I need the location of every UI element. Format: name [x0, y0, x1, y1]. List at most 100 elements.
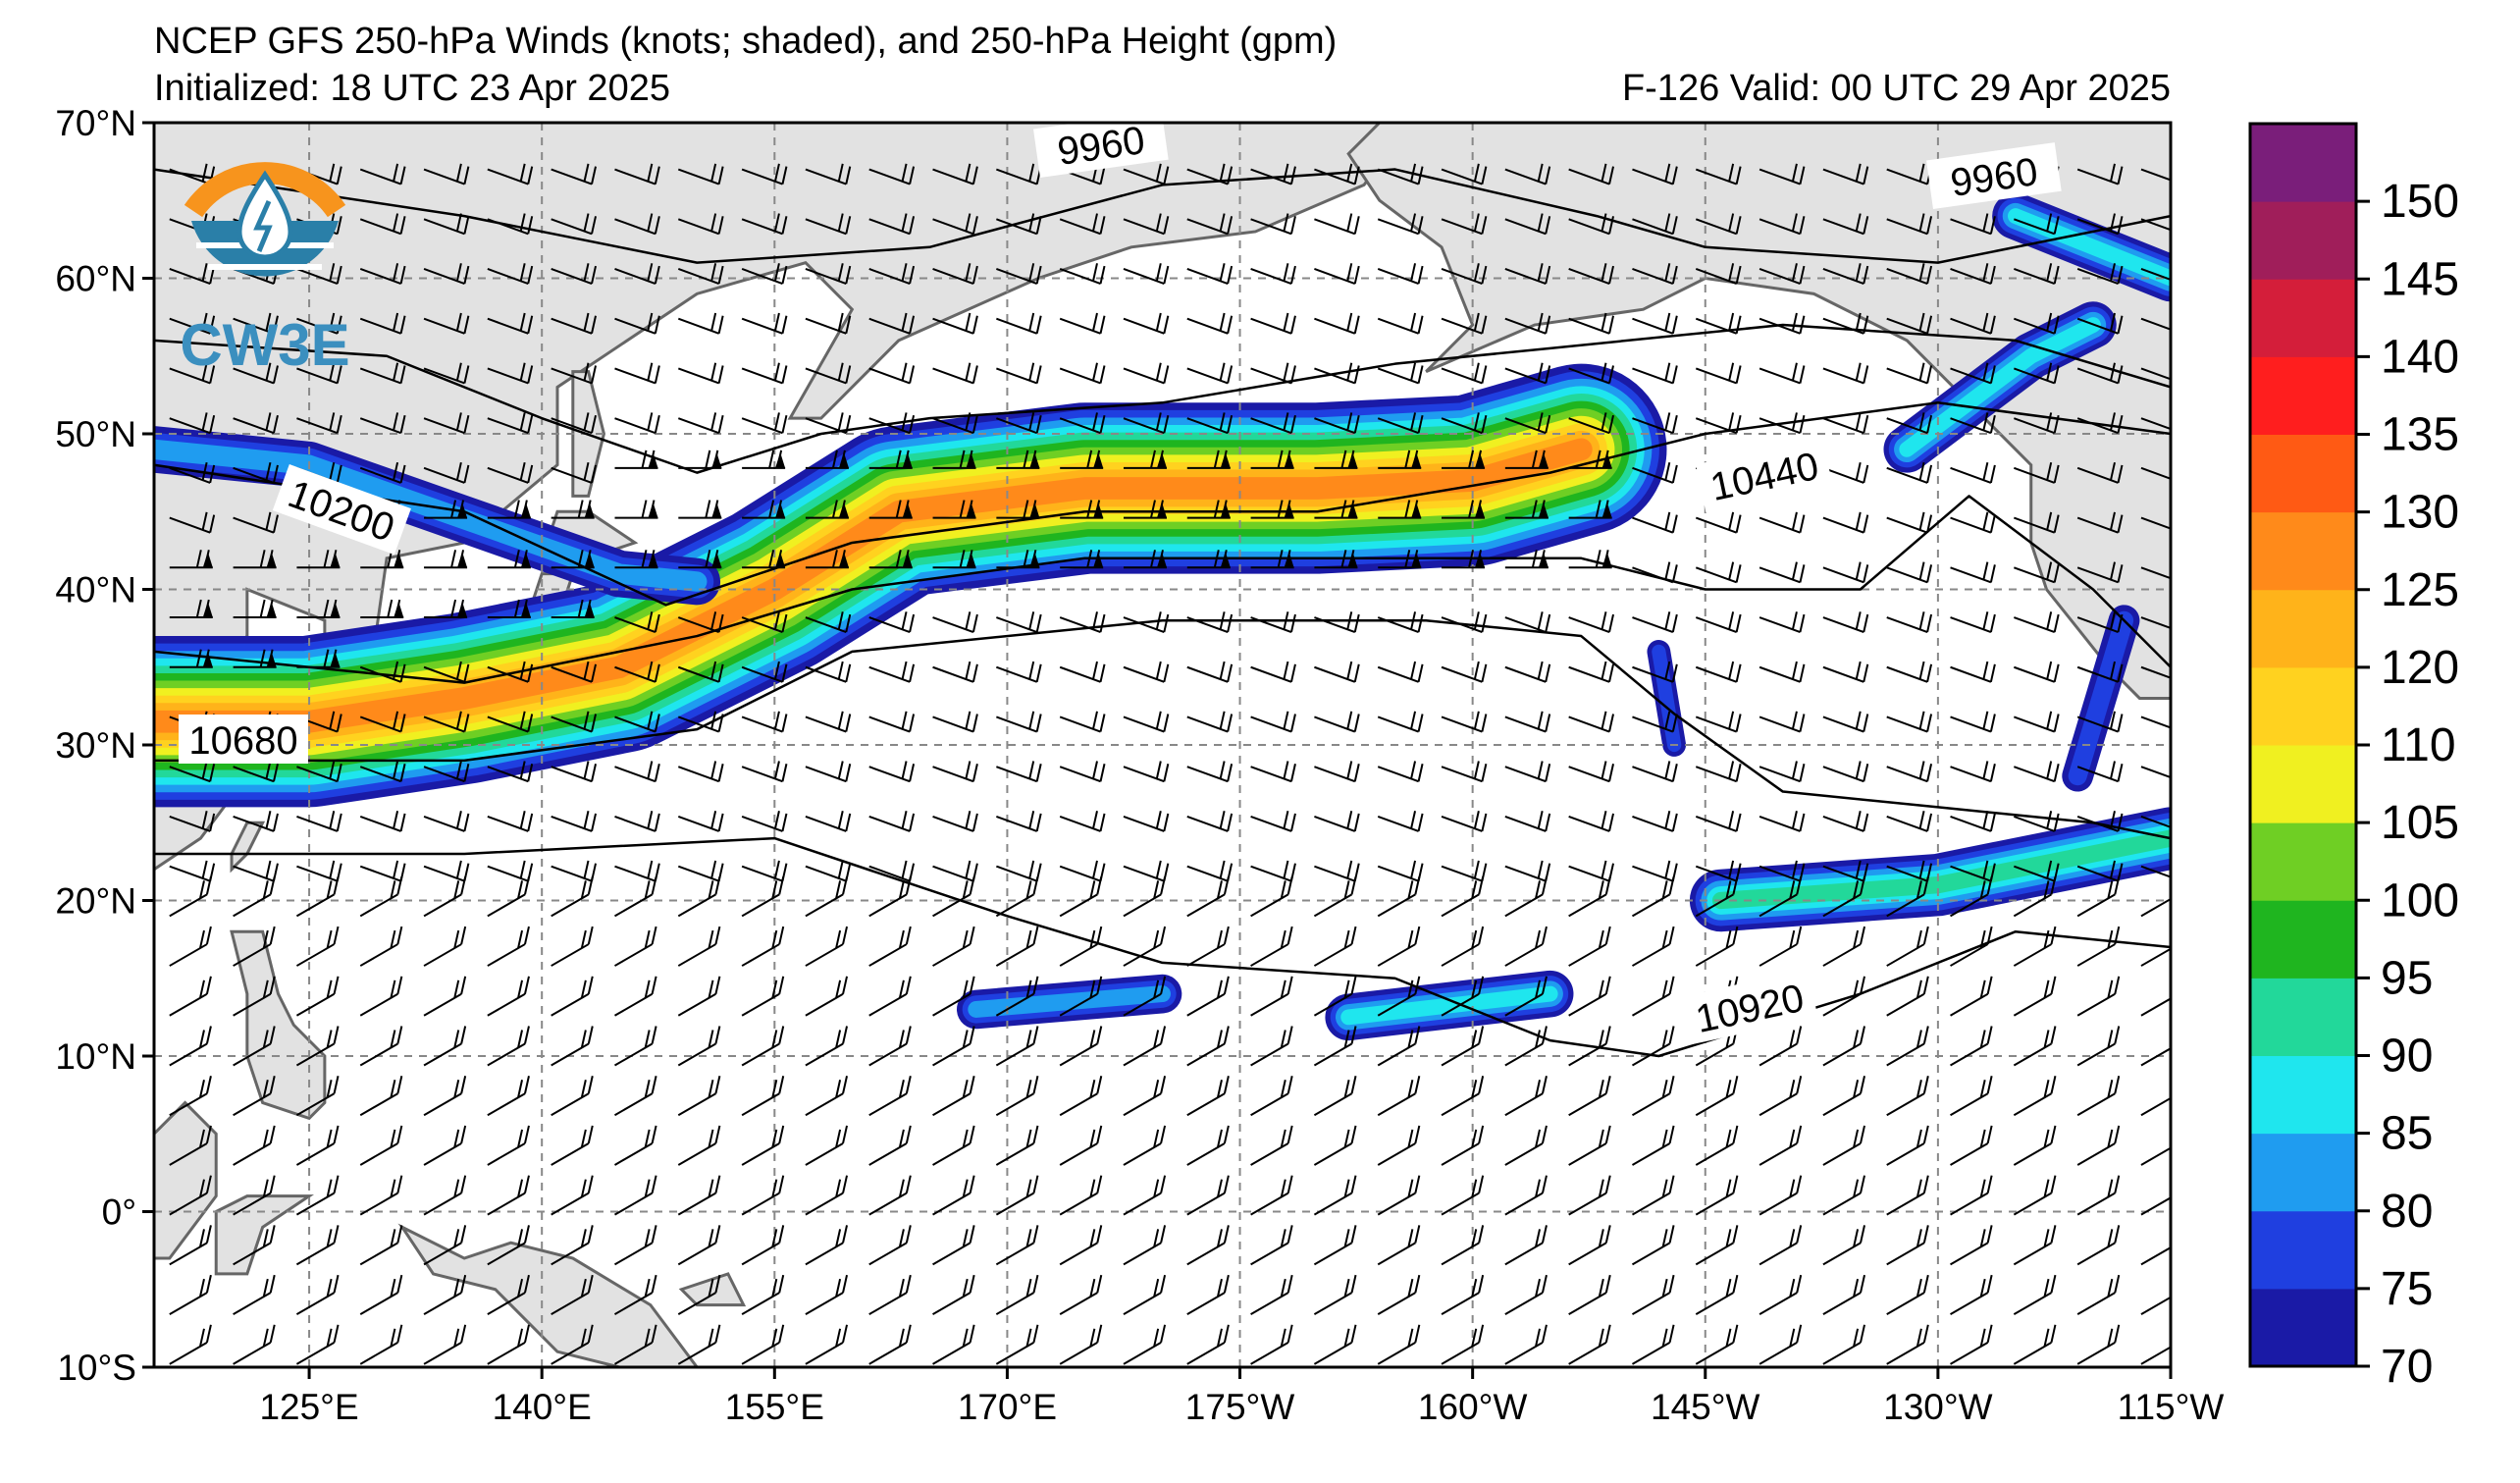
wind-barb — [677, 163, 724, 185]
wind-barb — [1377, 263, 1424, 285]
wind-barb — [295, 1125, 340, 1166]
wind-barb — [932, 213, 978, 236]
wind-barb — [995, 1026, 1039, 1067]
colorbar-label: 145 — [2381, 253, 2459, 305]
wind-barb — [1759, 1274, 1803, 1315]
wind-barb — [551, 1225, 594, 1266]
wind-barb — [1377, 312, 1424, 335]
wind-barb — [614, 312, 660, 335]
lon-label: 160°W — [1418, 1387, 1528, 1427]
colorbar-label: 135 — [2381, 409, 2459, 461]
wind-barb — [1632, 761, 1678, 783]
wind-barb — [296, 761, 342, 783]
wind-barb — [1059, 412, 1106, 435]
wind-barb — [295, 1175, 340, 1216]
height-contour — [154, 618, 2171, 840]
wind-barb — [2076, 511, 2124, 534]
wind-barb — [2014, 213, 2060, 236]
wind-barb — [805, 312, 852, 335]
wind-barb — [868, 811, 916, 832]
lon-label: 155°E — [725, 1387, 824, 1427]
wind-barb — [2013, 1225, 2057, 1266]
wind-barb — [1759, 412, 1806, 435]
wind-barb — [1632, 213, 1678, 236]
wind-barb — [1504, 550, 1549, 569]
wind-barb — [2014, 511, 2060, 534]
wind-barb — [805, 926, 849, 967]
height-contour — [154, 323, 2171, 474]
wind-barb — [233, 461, 279, 484]
init-time: Initialized: 18 UTC 23 Apr 2025 — [154, 68, 670, 109]
wind-barb — [1568, 450, 1612, 469]
wind-barb — [1314, 450, 1358, 469]
wind-barb — [551, 312, 597, 335]
wind-barb — [805, 362, 852, 385]
wind-barb — [741, 976, 785, 1017]
wind-barb — [805, 1026, 849, 1067]
colorbar-segment — [2250, 279, 2356, 357]
wind-barb — [613, 876, 657, 918]
wind-barb — [1186, 163, 1234, 185]
colorbar-segment — [2250, 1288, 2356, 1367]
wind-barb — [1759, 1324, 1803, 1365]
wind-barb — [1631, 1225, 1675, 1266]
wind-barb — [932, 1324, 975, 1365]
height-contour — [154, 401, 2171, 607]
wind-barb — [169, 1076, 212, 1117]
wind-barb — [1377, 362, 1424, 385]
wind-barb — [1059, 976, 1103, 1017]
wind-barb — [613, 1076, 657, 1117]
wind-barb — [1186, 761, 1234, 783]
wind-barb — [295, 1225, 340, 1266]
logo-text: CW3E — [180, 312, 349, 378]
wind-barb — [1822, 761, 1869, 783]
lat-label: 20°N — [55, 881, 136, 922]
wind-barb — [2014, 811, 2060, 832]
wind-barb — [1759, 1076, 1803, 1117]
wind-barb — [1250, 811, 1296, 832]
wind-barb — [423, 1225, 467, 1266]
wind-barb — [1059, 711, 1106, 733]
colorbar-label: 125 — [2381, 564, 2459, 616]
wind-barb — [2076, 213, 2124, 236]
wind-barb — [1123, 1225, 1167, 1266]
wind-barb — [1504, 362, 1551, 385]
wind-barb — [995, 1125, 1039, 1166]
wind-barb — [1504, 213, 1551, 236]
wind-barb — [2076, 1076, 2121, 1117]
wind-barb — [2076, 611, 2124, 634]
wind-barb — [487, 1324, 530, 1365]
wind-barb — [1695, 412, 1742, 435]
wind-barb — [677, 1076, 721, 1117]
colorbar-label: 90 — [2381, 1031, 2433, 1083]
wind-barb — [423, 661, 470, 683]
wind-barb — [1632, 711, 1678, 733]
colorbar-segment — [2250, 201, 2356, 280]
wind-barb — [741, 1076, 785, 1117]
wind-barb — [805, 1274, 849, 1315]
wind-barb — [741, 213, 788, 236]
wind-barb — [932, 312, 978, 335]
wind-barb — [677, 811, 724, 832]
wind-barb — [868, 1125, 912, 1166]
wind-barb — [614, 213, 660, 236]
wind-barb — [1950, 611, 1996, 634]
sulawesi — [214, 1194, 315, 1276]
wind-barb — [1441, 661, 1488, 683]
wind-barb — [423, 811, 470, 832]
wind-barb — [1631, 1125, 1675, 1166]
wind-barb — [741, 811, 788, 832]
height-contour — [154, 495, 2171, 684]
wind-barb — [2076, 1125, 2121, 1166]
wind-barb — [1504, 876, 1548, 918]
wind-barb — [677, 263, 724, 285]
wind-barb — [2140, 516, 2171, 530]
wind-barb — [1123, 876, 1167, 918]
wind-barb — [1442, 500, 1486, 519]
wind-barb — [1886, 711, 1933, 733]
wind-barb — [1186, 611, 1234, 634]
wind-barb — [233, 1125, 276, 1166]
wind-barb — [233, 1274, 276, 1315]
wind-barb — [2076, 711, 2124, 733]
wind-barb — [359, 926, 403, 967]
